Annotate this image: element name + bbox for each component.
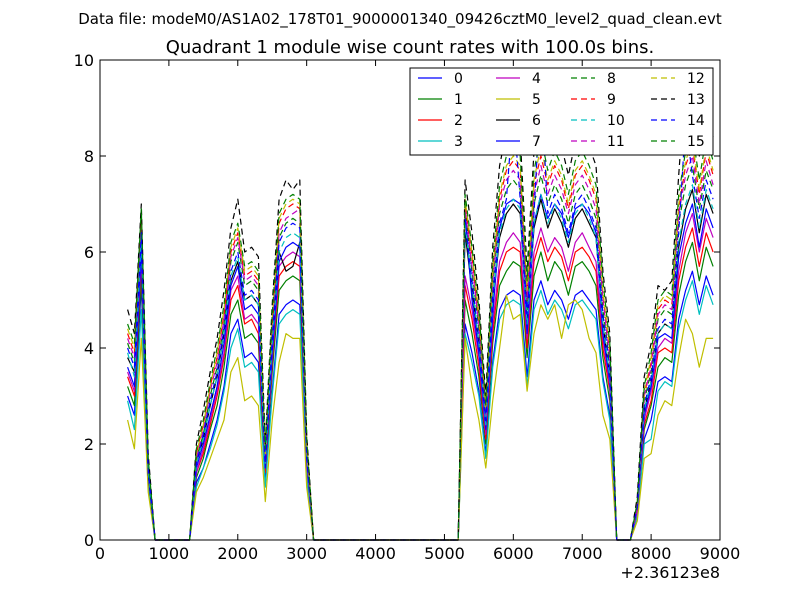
legend-label-10: 10 xyxy=(607,113,625,129)
series-line-12 xyxy=(127,141,714,541)
series-line-6 xyxy=(127,189,714,541)
legend-label-13: 13 xyxy=(687,92,705,108)
x-tick-label: 7000 xyxy=(562,544,603,563)
y-tick-label: 8 xyxy=(84,147,94,166)
legend-label-9: 9 xyxy=(607,92,616,108)
series-line-8 xyxy=(127,165,714,541)
x-tick-label: 5000 xyxy=(424,544,465,563)
x-tick-label: 1000 xyxy=(149,544,190,563)
x-tick-label: 0 xyxy=(95,544,105,563)
y-tick-label: 6 xyxy=(84,243,94,262)
axis-ticks: 0 1000 2000 3000 4000 5000 6000 7000 8000 9000 0 2 4… xyxy=(74,51,741,563)
x-tick-label: 3000 xyxy=(286,544,327,563)
series-line-11 xyxy=(127,155,714,541)
x-tick-label: 8000 xyxy=(631,544,672,563)
x-offset-label: +2.36123e8 xyxy=(620,563,720,582)
y-tick-label: 2 xyxy=(84,435,94,454)
series-line-9 xyxy=(127,145,714,541)
legend-label-4: 4 xyxy=(532,71,541,87)
legend-label-12: 12 xyxy=(687,71,705,87)
series-line-15 xyxy=(127,131,714,541)
y-tick-label: 0 xyxy=(84,531,94,550)
plot-frame xyxy=(99,59,721,541)
chart-title: Quadrant 1 module wise count rates with … xyxy=(166,37,655,58)
x-tick-label: 6000 xyxy=(493,544,534,563)
legend-label-5: 5 xyxy=(532,92,541,108)
legend-label-6: 6 xyxy=(532,113,541,129)
legend-label-0: 0 xyxy=(454,71,463,87)
legend-label-15: 15 xyxy=(687,134,705,150)
series-line-5 xyxy=(127,294,714,541)
legend-label-2: 2 xyxy=(454,113,463,129)
x-tick-label: 9000 xyxy=(700,544,741,563)
y-tick-label: 4 xyxy=(84,339,94,358)
figure-suptitle: Data file: modeM0/AS1A02_178T01_90000013… xyxy=(78,10,722,29)
y-tick-label: 10 xyxy=(74,51,94,70)
legend-label-3: 3 xyxy=(454,134,463,150)
x-tick-label: 2000 xyxy=(217,544,258,563)
legend-label-1: 1 xyxy=(454,92,463,108)
legend-label-8: 8 xyxy=(607,71,616,87)
legend-label-14: 14 xyxy=(687,113,705,129)
x-tick-label: 4000 xyxy=(355,544,396,563)
series-line-0 xyxy=(127,270,714,541)
legend-label-11: 11 xyxy=(607,134,625,150)
legend-label-7: 7 xyxy=(532,134,541,150)
